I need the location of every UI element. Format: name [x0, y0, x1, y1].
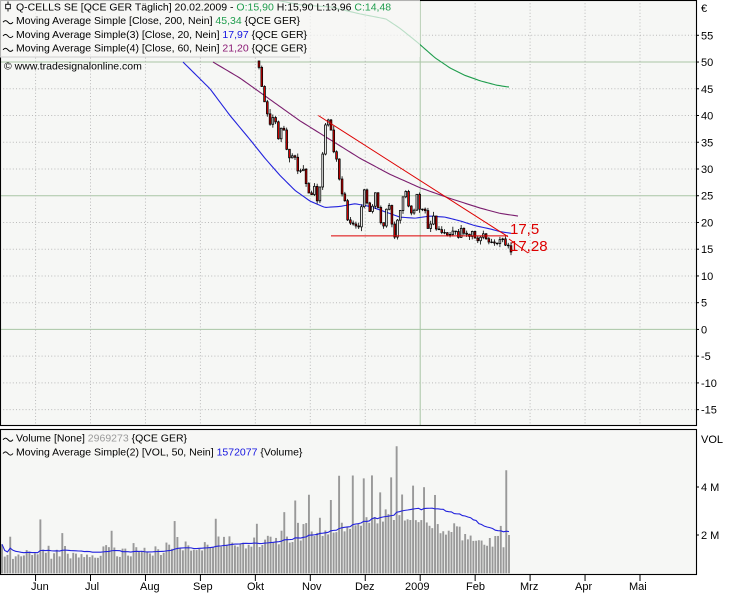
svg-text:Okt: Okt — [247, 581, 264, 593]
svg-text:45: 45 — [701, 84, 713, 96]
svg-text:30: 30 — [701, 164, 713, 176]
svg-text:4 M: 4 M — [701, 482, 719, 494]
svg-text:-15: -15 — [701, 405, 717, 417]
svg-text:Jul: Jul — [85, 581, 99, 593]
svg-text:€: € — [701, 3, 707, 15]
svg-text:0: 0 — [701, 324, 707, 336]
svg-text:© www.tradesignalonline.com: © www.tradesignalonline.com — [4, 60, 142, 72]
svg-text:25: 25 — [701, 191, 713, 203]
svg-text:55: 55 — [701, 30, 713, 42]
svg-text:Moving Average Simple(3) [Clos: Moving Average Simple(3) [Close, 20, Nei… — [16, 29, 308, 41]
svg-text:40: 40 — [701, 111, 713, 123]
svg-text:2009: 2009 — [405, 581, 429, 593]
svg-text:Moving Average Simple(4) [Clos: Moving Average Simple(4) [Close, 60, Nei… — [16, 43, 308, 55]
svg-text:Apr: Apr — [575, 581, 592, 593]
svg-text:Volume [None] 2969273 {QCE GER: Volume [None] 2969273 {QCE GER} — [16, 433, 188, 445]
svg-text:15: 15 — [701, 244, 713, 256]
svg-text:Mrz: Mrz — [520, 581, 538, 593]
svg-text:-5: -5 — [701, 351, 711, 363]
svg-text:-10: -10 — [701, 378, 717, 390]
svg-text:Feb: Feb — [466, 581, 485, 593]
svg-text:17,28: 17,28 — [510, 238, 548, 255]
svg-text:Q-CELLS SE [QCE GER Täglich]: Q-CELLS SE [QCE GER Täglich] 20.02.2009 … — [16, 1, 391, 13]
svg-text:Nov: Nov — [302, 581, 322, 593]
svg-text:35: 35 — [701, 137, 713, 149]
svg-text:Sep: Sep — [193, 581, 213, 593]
svg-text:Dez: Dez — [355, 581, 375, 593]
svg-text:VOL: VOL — [701, 434, 723, 446]
svg-text:20: 20 — [701, 218, 713, 230]
svg-text:Moving Average Simple [Close,: Moving Average Simple [Close, 200, Nein]… — [16, 15, 301, 27]
svg-text:Aug: Aug — [140, 581, 160, 593]
svg-text:17,5: 17,5 — [510, 221, 539, 238]
svg-text:50: 50 — [701, 57, 713, 69]
svg-text:2 M: 2 M — [701, 530, 719, 542]
svg-text:5: 5 — [701, 297, 707, 309]
svg-text:10: 10 — [701, 271, 713, 283]
svg-text:Jun: Jun — [31, 581, 49, 593]
svg-text:Moving Average Simple(2) [VOL,: Moving Average Simple(2) [VOL, 50, Nein]… — [16, 446, 303, 458]
svg-text:Mai: Mai — [629, 581, 647, 593]
